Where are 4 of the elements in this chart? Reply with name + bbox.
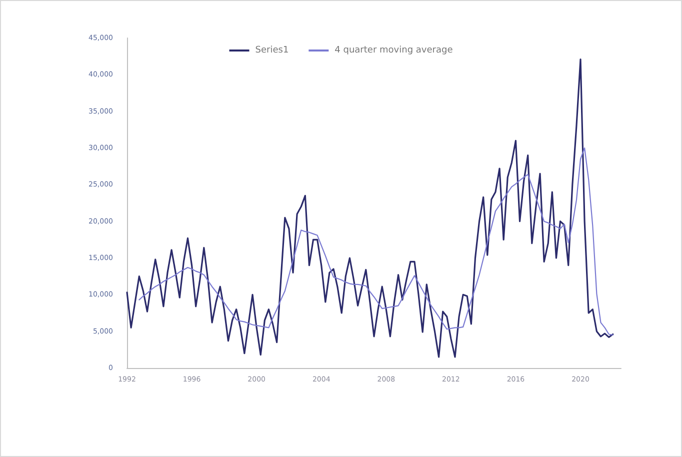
line-series [126,58,614,358]
legend-label: 4 quarter moving average [334,46,454,56]
line-series [138,147,614,336]
legend-label: Series1 [255,46,289,56]
